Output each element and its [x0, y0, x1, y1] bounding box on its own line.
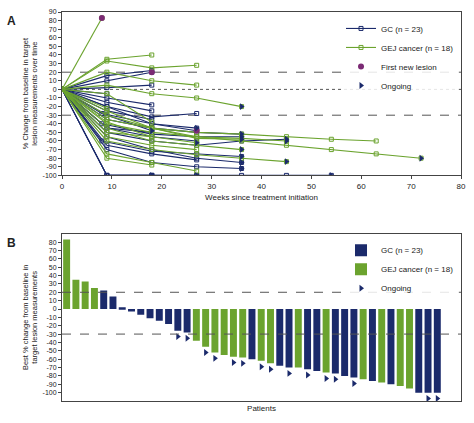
- svg-text:10: 10: [49, 297, 57, 304]
- svg-text:-40: -40: [46, 120, 56, 127]
- svg-text:40: 40: [49, 51, 57, 58]
- svg-text:10: 10: [49, 77, 57, 84]
- svg-text:-70: -70: [46, 364, 56, 371]
- svg-text:Ongoing: Ongoing: [381, 284, 411, 293]
- svg-text:Ongoing: Ongoing: [381, 82, 411, 91]
- svg-text:60: 60: [49, 34, 57, 41]
- svg-text:-60: -60: [46, 137, 56, 144]
- svg-text:20: 20: [157, 182, 166, 191]
- svg-text:30: 30: [49, 280, 57, 287]
- svg-text:20: 20: [49, 69, 57, 76]
- svg-text:90: 90: [49, 8, 57, 15]
- svg-text:B: B: [7, 236, 16, 250]
- svg-text:10: 10: [107, 182, 116, 191]
- svg-text:80: 80: [49, 239, 57, 246]
- svg-text:-50: -50: [46, 129, 56, 136]
- svg-text:-20: -20: [46, 322, 56, 329]
- svg-text:GC (n = 23): GC (n = 23): [381, 25, 423, 34]
- svg-text:0: 0: [53, 86, 57, 93]
- svg-text:-70: -70: [46, 146, 56, 153]
- svg-text:20: 20: [49, 289, 57, 296]
- svg-text:50: 50: [49, 43, 57, 50]
- svg-text:GEJ cancer (n = 18): GEJ cancer (n = 18): [381, 265, 453, 274]
- svg-text:60: 60: [357, 182, 366, 191]
- svg-text:First new lesion: First new lesion: [381, 63, 437, 72]
- svg-text:-50: -50: [46, 347, 56, 354]
- svg-text:-10: -10: [46, 314, 56, 321]
- svg-text:-10: -10: [46, 94, 56, 101]
- svg-text:-90: -90: [46, 163, 56, 170]
- svg-text:80: 80: [457, 182, 466, 191]
- svg-text:50: 50: [307, 182, 316, 191]
- svg-text:-30: -30: [46, 112, 56, 119]
- svg-text:-100: -100: [43, 172, 57, 179]
- svg-text:% Change from baseline in targ: % Change from baseline in targetlesion m…: [21, 37, 40, 149]
- svg-text:Weeks since treatment initiati: Weeks since treatment initiation: [205, 193, 318, 202]
- svg-text:70: 70: [407, 182, 416, 191]
- svg-text:0: 0: [60, 182, 65, 191]
- svg-text:30: 30: [207, 182, 216, 191]
- svg-text:-20: -20: [46, 103, 56, 110]
- svg-text:-80: -80: [46, 372, 56, 379]
- svg-text:40: 40: [49, 272, 57, 279]
- svg-text:GEJ cancer (n = 18): GEJ cancer (n = 18): [381, 44, 453, 53]
- svg-text:60: 60: [49, 255, 57, 262]
- svg-text:-100: -100: [43, 389, 57, 396]
- svg-text:-80: -80: [46, 155, 56, 162]
- svg-text:-30: -30: [46, 331, 56, 338]
- svg-text:70: 70: [49, 247, 57, 254]
- svg-text:A: A: [7, 14, 16, 28]
- svg-text:50: 50: [49, 264, 57, 271]
- svg-text:80: 80: [49, 17, 57, 24]
- svg-text:GC (n = 23): GC (n = 23): [381, 246, 423, 255]
- svg-text:70: 70: [49, 26, 57, 33]
- svg-text:Best % change from baseline in: Best % change from baseline intarget les…: [21, 265, 40, 370]
- svg-text:30: 30: [49, 60, 57, 67]
- svg-text:Patients: Patients: [247, 404, 276, 413]
- svg-text:-40: -40: [46, 339, 56, 346]
- svg-text:0: 0: [53, 305, 57, 312]
- svg-text:-90: -90: [46, 381, 56, 388]
- svg-text:-60: -60: [46, 356, 56, 363]
- svg-text:40: 40: [257, 182, 266, 191]
